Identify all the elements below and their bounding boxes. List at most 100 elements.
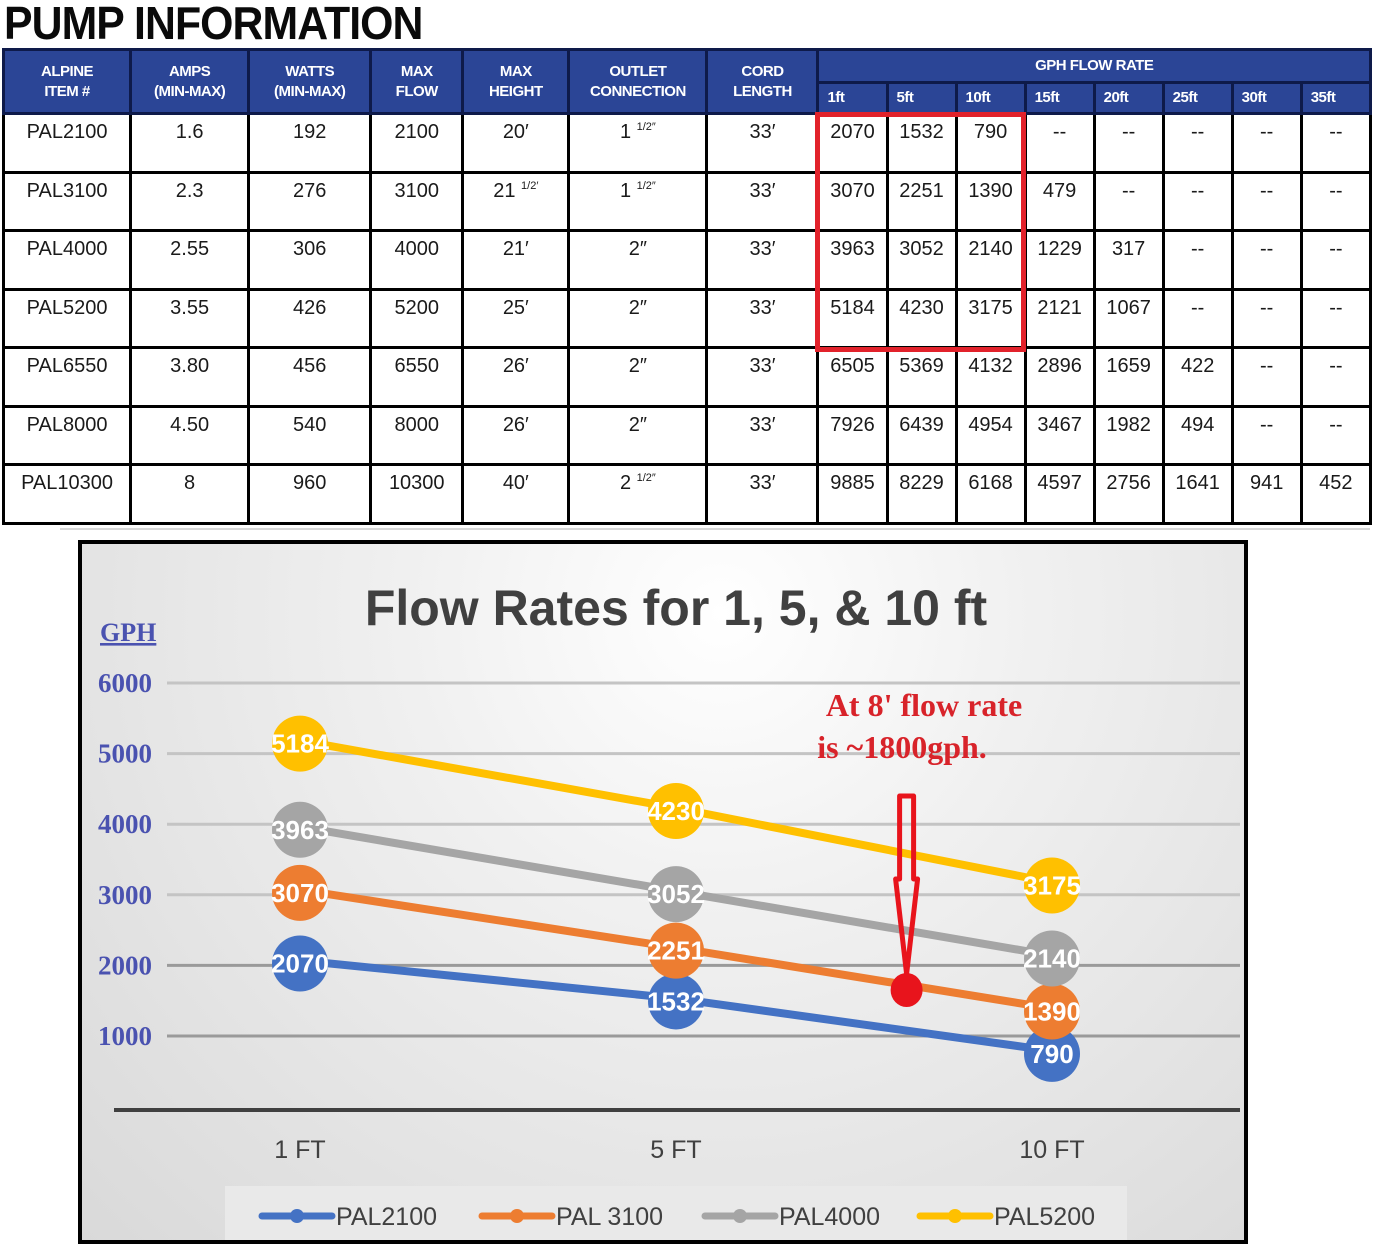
- cell-gph-1ft: 3070: [816, 170, 889, 232]
- table-row: PAL3100 2.3 276 3100 21 1/2′ 1 1/2″ 33′ 3070 225…: [1, 170, 1373, 232]
- x-tick-label: 10 FT: [1019, 1136, 1084, 1164]
- header-text: OUTLET: [609, 62, 667, 80]
- cell-outlet: 1 1/2″: [567, 112, 709, 174]
- legend-label: PAL 3100: [556, 1203, 663, 1231]
- cell-gph-20ft: 1659: [1092, 346, 1165, 408]
- cell-gph-20ft: 2756: [1092, 463, 1165, 525]
- cell-gph-1ft: 5184: [816, 287, 889, 349]
- cell-max-height: 20′: [461, 112, 571, 174]
- header-max-height: MAX HEIGHT: [461, 48, 571, 115]
- cell-gph-15ft: 479: [1023, 170, 1096, 232]
- cell-gph-10ft: 4954: [954, 404, 1027, 466]
- header-gph-15ft: 15ft: [1023, 81, 1096, 115]
- annotation-text: At 8' flow rate: [826, 687, 1022, 723]
- header-text: AMPS: [168, 62, 211, 80]
- cell-gph-25ft: 422: [1161, 346, 1234, 408]
- cell-max-flow: 6550: [369, 346, 465, 408]
- cell-watts: 540: [247, 404, 373, 466]
- cell-gph-5ft: 4230: [885, 287, 958, 349]
- fraction: 1/2″: [636, 121, 656, 133]
- cell-gph-25ft: --: [1161, 170, 1234, 232]
- annotation-text: is ~1800gph.: [817, 729, 987, 765]
- y-tick-label: 6000: [98, 668, 152, 698]
- data-label: 4230: [647, 796, 705, 826]
- cell-gph-10ft: 3175: [954, 287, 1027, 349]
- data-point: [1024, 857, 1080, 914]
- cell-item: PAL3100: [1, 170, 133, 232]
- cell-item: PAL10300: [1, 463, 133, 525]
- table-row: PAL5200 3.55 426 5200 25′ 2″ 33′ 5184 4230 3175 21…: [1, 287, 1373, 349]
- cell-gph-10ft: 6168: [954, 463, 1027, 525]
- data-label: 3175: [1023, 870, 1081, 900]
- legend-marker: [948, 1209, 962, 1223]
- header-gph-1ft: 1ft: [816, 81, 889, 115]
- cell-gph-20ft: --: [1092, 170, 1165, 232]
- cell-outlet: 2″: [567, 404, 709, 466]
- cell-item: PAL6550: [1, 346, 133, 408]
- cell-gph-20ft: 1982: [1092, 404, 1165, 466]
- header-text: (MIN-MAX): [153, 82, 226, 100]
- cell-max-height: 21 1/2′: [461, 170, 571, 232]
- y-tick-label: 1000: [98, 1021, 152, 1051]
- cell-item: PAL2100: [1, 112, 133, 174]
- cell-gph-5ft: 6439: [885, 404, 958, 466]
- cell-amps: 3.55: [129, 287, 251, 349]
- cell-cord: 33′: [705, 170, 820, 232]
- table-row: PAL6550 3.80 456 6550 26′ 2″ 33′ 6505 5369 4132 28…: [1, 346, 1373, 408]
- cell-gph-30ft: --: [1230, 229, 1303, 291]
- data-label: 5184: [271, 729, 329, 759]
- cell-gph-15ft: --: [1023, 112, 1096, 174]
- page-title: PUMP INFORMATION: [4, 0, 423, 49]
- cell-watts: 960: [247, 463, 373, 525]
- cell-gph-35ft: --: [1299, 229, 1373, 291]
- cell-gph-1ft: 7926: [816, 404, 889, 466]
- cell-gph-35ft: 452: [1299, 463, 1373, 525]
- header-text: MAX: [400, 62, 433, 80]
- data-label: 2140: [1023, 944, 1081, 974]
- cell-max-height: 40′: [461, 463, 571, 525]
- cell-max-flow: 4000: [369, 229, 465, 291]
- x-tick-label: 1 FT: [274, 1136, 325, 1164]
- cell-amps: 3.80: [129, 346, 251, 408]
- cell-gph-1ft: 3963: [816, 229, 889, 291]
- table-row: PAL2100 1.6 192 2100 20′ 1 1/2″ 33′ 2070 1532 790…: [1, 112, 1373, 174]
- cell-gph-20ft: --: [1092, 112, 1165, 174]
- cell-cord: 33′: [705, 463, 820, 525]
- cell-gph-30ft: --: [1230, 112, 1303, 174]
- header-gph-30ft: 30ft: [1230, 81, 1303, 115]
- cell-amps: 2.55: [129, 229, 251, 291]
- legend-marker: [510, 1209, 524, 1223]
- header-text: WATTS: [285, 62, 335, 80]
- legend-label: PAL2100: [336, 1203, 437, 1231]
- cell-outlet: 1 1/2″: [567, 170, 709, 232]
- cell-gph-25ft: --: [1161, 287, 1234, 349]
- cell-item: PAL4000: [1, 229, 133, 291]
- legend-marker: [733, 1209, 747, 1223]
- data-label: 3963: [271, 815, 329, 845]
- data-point: [648, 866, 704, 923]
- cell-cord: 33′: [705, 229, 820, 291]
- cell-outlet: 2″: [567, 346, 709, 408]
- cell-gph-25ft: --: [1161, 229, 1234, 291]
- cell-cord: 33′: [705, 287, 820, 349]
- cell-gph-35ft: --: [1299, 287, 1373, 349]
- y-axis-label: GPH: [100, 618, 156, 647]
- header-gph-5ft: 5ft: [885, 81, 958, 115]
- cell-cord: 33′: [705, 112, 820, 174]
- data-label: 2070: [271, 948, 329, 978]
- cell-gph-1ft: 9885: [816, 463, 889, 525]
- cell-amps: 1.6: [129, 112, 251, 174]
- header-text: MAX: [499, 62, 532, 80]
- cell-max-flow: 10300: [369, 463, 465, 525]
- data-label: 3052: [647, 879, 705, 909]
- cell-gph-5ft: 8229: [885, 463, 958, 525]
- cell-gph-10ft: 4132: [954, 346, 1027, 408]
- cell-gph-5ft: 5369: [885, 346, 958, 408]
- data-label: 1390: [1023, 996, 1081, 1026]
- cell-gph-35ft: --: [1299, 112, 1373, 174]
- cell-gph-30ft: --: [1230, 170, 1303, 232]
- cell-gph-5ft: 1532: [885, 112, 958, 174]
- header-gph-25ft: 25ft: [1161, 81, 1234, 115]
- data-label: 790: [1030, 1039, 1073, 1069]
- cell-cord: 33′: [705, 404, 820, 466]
